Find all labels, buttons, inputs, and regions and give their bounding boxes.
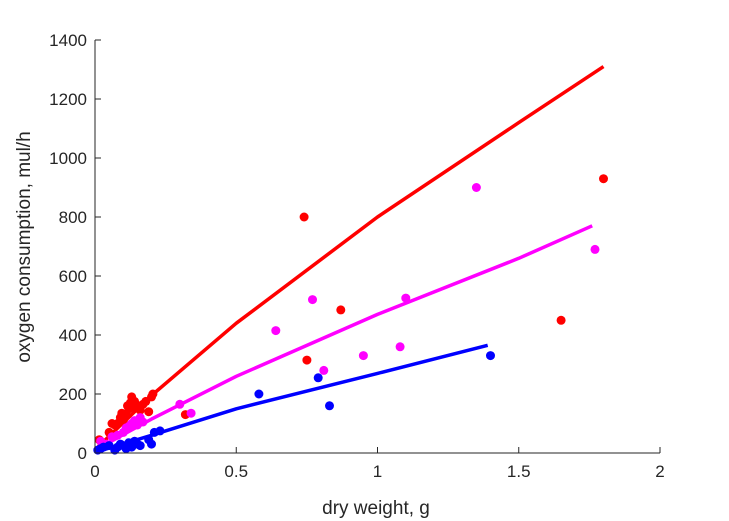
- data-point-0: [302, 355, 312, 365]
- fit-line-1: [96, 224, 593, 451]
- data-point-0: [299, 212, 309, 222]
- x-tick-label: 0.5: [224, 462, 248, 481]
- data-point-0: [144, 407, 154, 417]
- y-tick-label: 1000: [49, 149, 87, 168]
- axes: 0 0.5 1 1.5 2 0 200 400 600 800 1000 1200 1400: [49, 31, 665, 481]
- fit-line-0: [96, 65, 605, 449]
- data-point-1: [271, 326, 281, 336]
- data-point-2: [155, 426, 165, 436]
- data-point-2: [313, 373, 323, 383]
- x-tick-label: 2: [655, 462, 664, 481]
- y-axis-label: oxygen consumption, mul/h: [14, 131, 35, 362]
- data-point-1: [358, 351, 368, 361]
- data-point-1: [401, 293, 411, 303]
- x-axis-label: dry weight, g: [322, 498, 430, 519]
- data-point-1: [175, 399, 185, 409]
- data-point-2: [486, 351, 495, 361]
- y-tick-label: 1400: [49, 31, 87, 50]
- data-point-1: [138, 417, 148, 427]
- data-point-1: [395, 342, 405, 352]
- y-tick-label: 400: [59, 326, 87, 345]
- y-tick-label: 0: [78, 444, 87, 463]
- data-point-2: [325, 401, 334, 411]
- data-point-2: [147, 439, 156, 449]
- y-tick-label: 200: [59, 385, 87, 404]
- data-point-2: [135, 441, 145, 451]
- data-point-1: [590, 244, 600, 254]
- y-tick-label: 800: [59, 208, 87, 227]
- x-tick-label: 0: [90, 462, 99, 481]
- data-point-2: [254, 389, 264, 399]
- y-tick-label: 1200: [49, 90, 87, 109]
- y-tick-label: 600: [59, 267, 87, 286]
- data-point-1: [186, 408, 196, 418]
- data-point-1: [471, 183, 481, 192]
- data-point-0: [556, 315, 566, 325]
- data-point-0: [148, 389, 158, 399]
- data-point-0: [599, 174, 608, 184]
- data-point-1: [308, 295, 317, 305]
- x-tick-label: 1.5: [507, 462, 531, 481]
- x-tick-label: 1: [373, 462, 382, 481]
- data-point-0: [336, 305, 346, 315]
- data-point-1: [319, 365, 329, 375]
- plot-area: [93, 65, 608, 455]
